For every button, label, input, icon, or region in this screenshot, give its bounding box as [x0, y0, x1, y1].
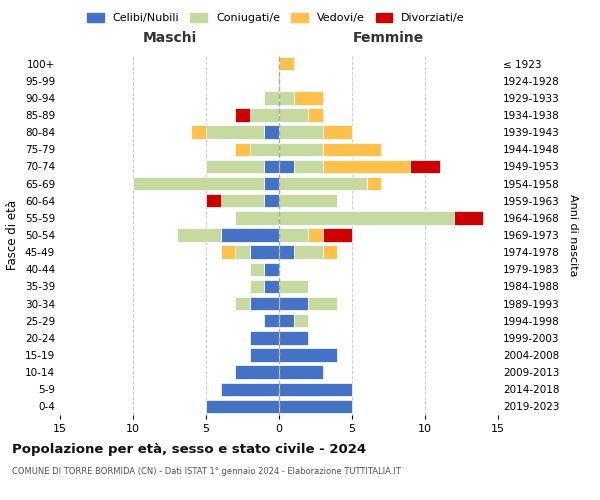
- Bar: [279, 280, 308, 293]
- Bar: [279, 57, 293, 70]
- Bar: [206, 194, 221, 207]
- Bar: [265, 177, 279, 190]
- Bar: [235, 297, 250, 310]
- Bar: [235, 246, 250, 259]
- Bar: [279, 194, 337, 207]
- Text: Maschi: Maschi: [142, 30, 197, 44]
- Text: Popolazione per età, sesso e stato civile - 2024: Popolazione per età, sesso e stato civil…: [12, 442, 366, 456]
- Bar: [250, 331, 279, 344]
- Bar: [279, 382, 352, 396]
- Y-axis label: Anni di nascita: Anni di nascita: [568, 194, 578, 276]
- Bar: [279, 297, 308, 310]
- Bar: [133, 177, 265, 190]
- Bar: [206, 400, 279, 413]
- Text: COMUNE DI TORRE BORMIDA (CN) - Dati ISTAT 1° gennaio 2024 - Elaborazione TUTTITA: COMUNE DI TORRE BORMIDA (CN) - Dati ISTA…: [12, 468, 401, 476]
- Bar: [323, 126, 352, 139]
- Bar: [308, 297, 337, 310]
- Bar: [279, 177, 367, 190]
- Bar: [235, 108, 250, 122]
- Bar: [250, 142, 279, 156]
- Bar: [293, 314, 308, 328]
- Bar: [177, 228, 221, 241]
- Bar: [308, 228, 323, 241]
- Bar: [250, 262, 265, 276]
- Legend: Celibi/Nubili, Coniugati/e, Vedovi/e, Divorziati/e: Celibi/Nubili, Coniugati/e, Vedovi/e, Di…: [83, 8, 469, 28]
- Bar: [250, 348, 279, 362]
- Bar: [250, 280, 265, 293]
- Bar: [265, 91, 279, 104]
- Bar: [323, 160, 410, 173]
- Bar: [235, 366, 279, 379]
- Bar: [279, 400, 352, 413]
- Bar: [235, 211, 279, 224]
- Bar: [221, 382, 279, 396]
- Bar: [410, 160, 440, 173]
- Bar: [265, 194, 279, 207]
- Bar: [250, 297, 279, 310]
- Bar: [221, 228, 279, 241]
- Bar: [235, 142, 250, 156]
- Bar: [265, 280, 279, 293]
- Bar: [221, 246, 235, 259]
- Bar: [293, 91, 323, 104]
- Bar: [279, 331, 308, 344]
- Bar: [293, 246, 323, 259]
- Bar: [265, 126, 279, 139]
- Bar: [279, 211, 454, 224]
- Bar: [250, 246, 279, 259]
- Text: Femmine: Femmine: [353, 30, 424, 44]
- Bar: [279, 228, 308, 241]
- Bar: [279, 126, 323, 139]
- Bar: [323, 246, 337, 259]
- Bar: [221, 194, 265, 207]
- Bar: [308, 108, 323, 122]
- Bar: [279, 142, 323, 156]
- Bar: [367, 177, 381, 190]
- Bar: [279, 246, 293, 259]
- Bar: [279, 314, 293, 328]
- Bar: [323, 228, 352, 241]
- Y-axis label: Fasce di età: Fasce di età: [7, 200, 19, 270]
- Bar: [279, 366, 323, 379]
- Bar: [454, 211, 484, 224]
- Bar: [191, 126, 206, 139]
- Bar: [265, 314, 279, 328]
- Bar: [279, 348, 337, 362]
- Bar: [323, 142, 381, 156]
- Bar: [206, 126, 265, 139]
- Bar: [279, 160, 293, 173]
- Bar: [250, 108, 279, 122]
- Bar: [293, 160, 323, 173]
- Bar: [206, 160, 265, 173]
- Bar: [265, 160, 279, 173]
- Bar: [279, 91, 293, 104]
- Bar: [265, 262, 279, 276]
- Bar: [279, 108, 308, 122]
